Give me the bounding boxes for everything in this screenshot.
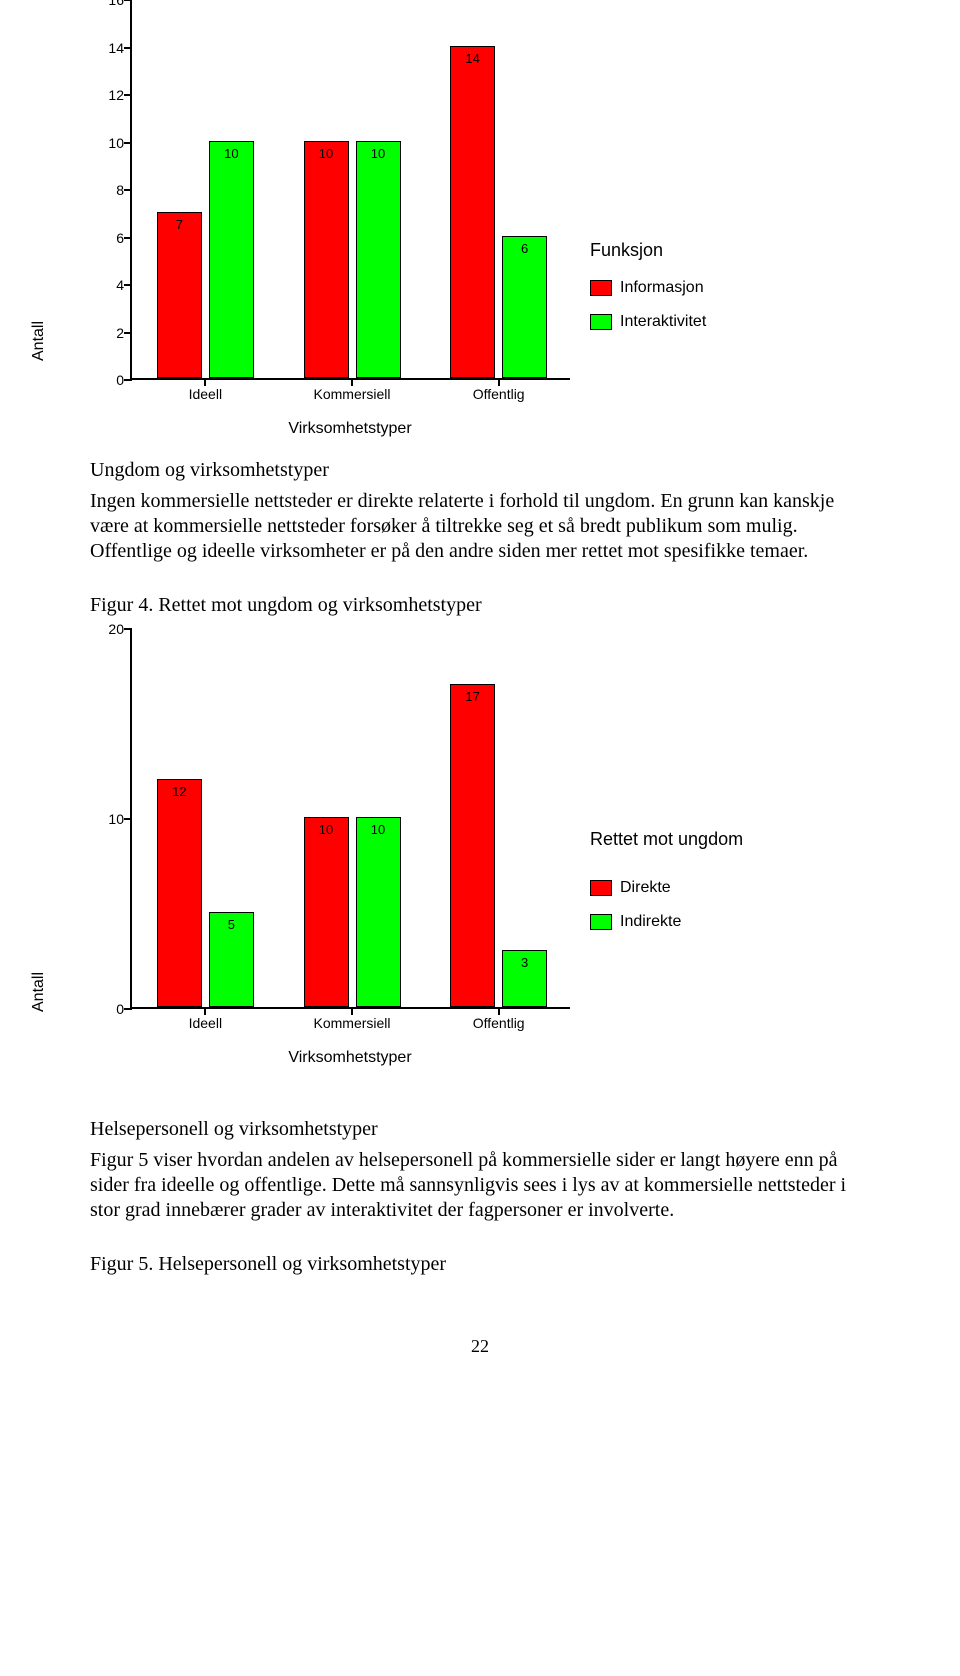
bar: 10 — [304, 141, 349, 379]
bar-value-label: 3 — [503, 955, 546, 970]
bar: 10 — [209, 141, 254, 379]
y-tick — [124, 47, 132, 49]
bar: 7 — [157, 212, 202, 378]
legend-swatch — [590, 280, 612, 296]
bar: 17 — [450, 684, 495, 1007]
y-tick — [124, 142, 132, 144]
y-tick — [124, 284, 132, 286]
legend-item: Interaktivitet — [590, 313, 706, 331]
bar: 10 — [304, 817, 349, 1007]
bar-value-label: 10 — [357, 822, 400, 837]
y-tick — [124, 1008, 132, 1010]
legend-item: Direkte — [590, 879, 681, 897]
bar: 3 — [502, 950, 547, 1007]
y-tick — [124, 189, 132, 191]
chart2-y-axis-title: Antall — [30, 972, 48, 1012]
chart2-x-axis-title: Virksomhetstyper — [130, 1049, 570, 1067]
bar-value-label: 10 — [210, 146, 253, 161]
page-number: 22 — [90, 1336, 870, 1357]
bar: 12 — [157, 779, 202, 1007]
chart-2-plot: 01020125Ideell1010Kommersiell173Offentli… — [130, 629, 570, 1009]
paragraph-2: Figur 5 viser hvordan andelen av helsepe… — [90, 1148, 870, 1223]
bar: 10 — [356, 817, 401, 1007]
y-tick — [124, 379, 132, 381]
y-tick — [124, 818, 132, 820]
legend-label: Direkte — [620, 879, 671, 897]
chart-1-wrap: Antall 0246810121416710Ideell1010Kommers… — [90, 0, 870, 438]
legend-swatch — [590, 314, 612, 330]
bar: 10 — [356, 141, 401, 379]
legend-label: Informasjon — [620, 279, 704, 297]
bar-value-label: 10 — [305, 822, 348, 837]
legend-label: Interaktivitet — [620, 313, 706, 331]
y-tick — [124, 237, 132, 239]
chart1-legend: Funksjon Informasjon Interaktivitet — [590, 240, 706, 347]
y-tick — [124, 628, 132, 630]
bar-value-label: 17 — [451, 689, 494, 704]
y-tick-label: 16 — [108, 0, 132, 8]
chart-2-wrap: Antall 01020125Ideell1010Kommersiell173O… — [90, 629, 870, 1067]
x-category-label: Ideell — [189, 1007, 222, 1031]
legend-label: Indirekte — [620, 913, 681, 931]
bar: 6 — [502, 236, 547, 379]
figure-4-caption: Figur 4. Rettet mot ungdom og virksomhet… — [90, 594, 870, 617]
y-tick — [124, 94, 132, 96]
section-title-1: Ungdom og virksomhetstyper — [90, 458, 870, 483]
x-category-label: Kommersiell — [313, 1007, 390, 1031]
bar: 5 — [209, 912, 254, 1007]
legend-title: Funksjon — [590, 240, 706, 261]
bar-value-label: 10 — [305, 146, 348, 161]
legend-swatch — [590, 914, 612, 930]
y-tick — [124, 0, 132, 1]
legend-swatch — [590, 880, 612, 896]
legend-item: Informasjon — [590, 279, 706, 297]
bar: 14 — [450, 46, 495, 379]
bar-value-label: 10 — [357, 146, 400, 161]
x-category-label: Kommersiell — [313, 378, 390, 402]
x-category-label: Offentlig — [473, 1007, 525, 1031]
bar-value-label: 12 — [158, 784, 201, 799]
chart-1-plot: 0246810121416710Ideell1010Kommersiell146… — [130, 0, 570, 380]
x-category-label: Offentlig — [473, 378, 525, 402]
y-tick — [124, 332, 132, 334]
x-category-label: Ideell — [189, 378, 222, 402]
chart1-y-axis-title: Antall — [30, 321, 48, 361]
bar-value-label: 5 — [210, 917, 253, 932]
bar-value-label: 14 — [451, 51, 494, 66]
legend-title: Rettet mot ungdom — [590, 829, 743, 850]
bar-value-label: 6 — [503, 241, 546, 256]
legend-item: Indirekte — [590, 913, 681, 931]
figure-5-caption: Figur 5. Helsepersonell og virksomhetsty… — [90, 1253, 870, 1276]
section-title-2: Helsepersonell og virksomhetstyper — [90, 1117, 870, 1142]
bar-value-label: 7 — [158, 217, 201, 232]
chart1-x-axis-title: Virksomhetstyper — [130, 420, 570, 438]
paragraph-1: Ingen kommersielle nettsteder er direkte… — [90, 489, 870, 564]
